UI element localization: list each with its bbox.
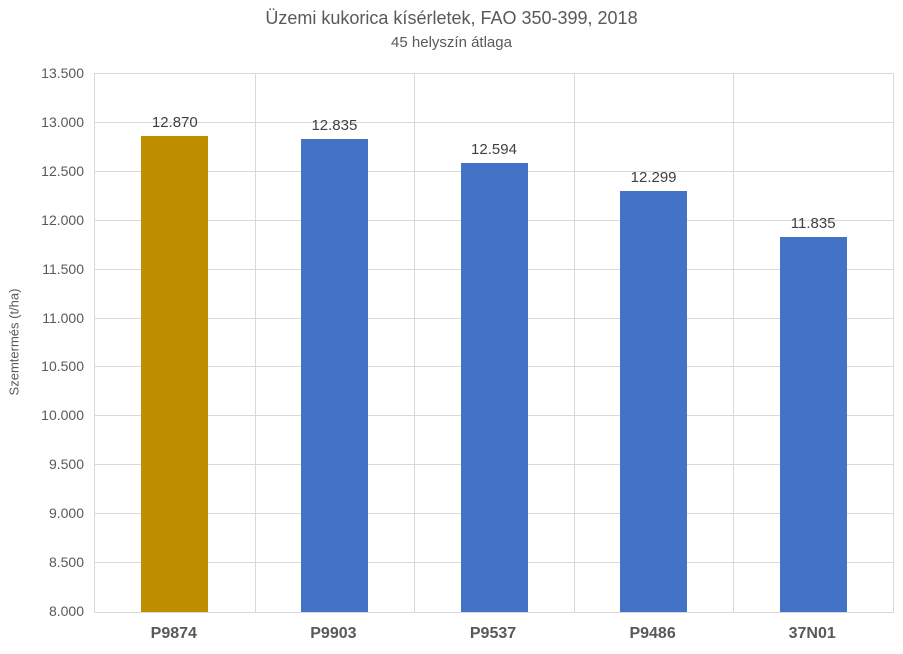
bar-37N01 bbox=[779, 236, 847, 612]
gridline-vertical bbox=[573, 74, 575, 612]
x-category-label-P9486: P9486 bbox=[629, 625, 676, 642]
y-tick-label: 8.500 bbox=[48, 554, 84, 571]
y-tick-label: 13.500 bbox=[41, 65, 84, 81]
y-tick-label: 10.000 bbox=[41, 407, 84, 424]
x-category-label-P9903: P9903 bbox=[310, 625, 357, 642]
data-label-P9486: 12.299 bbox=[630, 169, 677, 187]
plot-area: 12.870 12.835 12.594 12.299 11.835 bbox=[94, 73, 894, 613]
y-axis-title: Szemtermés (t/ha) bbox=[6, 288, 22, 396]
gridline-vertical bbox=[733, 74, 735, 612]
gridline-horizontal bbox=[95, 121, 893, 123]
x-category-label-P9537: P9537 bbox=[469, 625, 517, 642]
bar-P9903 bbox=[300, 139, 368, 612]
y-tick-label: 9.500 bbox=[48, 456, 84, 473]
y-tick-label: 10.500 bbox=[41, 358, 84, 375]
data-label-P9903: 12.835 bbox=[311, 117, 358, 135]
data-label-P9874: 12.870 bbox=[151, 113, 198, 131]
data-label-P9537: 12.594 bbox=[471, 140, 517, 158]
y-tick-label: 8.000 bbox=[48, 603, 84, 619]
gridline-vertical bbox=[254, 74, 256, 612]
chart-title: Üzemi kukorica kísérletek, FAO 350-399, … bbox=[265, 8, 638, 28]
gridline-vertical bbox=[414, 74, 416, 612]
x-category-label-P9874: P9874 bbox=[150, 625, 197, 642]
y-tick-label: 9.000 bbox=[48, 505, 84, 522]
bar-P9874 bbox=[141, 135, 209, 612]
chart-subtitle: 45 helyszín átlaga bbox=[391, 34, 512, 51]
y-tick-label: 13.000 bbox=[41, 113, 84, 130]
bar-P9486 bbox=[620, 191, 688, 612]
data-label-37N01: 11.835 bbox=[790, 214, 836, 232]
y-tick-label: 11.500 bbox=[42, 260, 84, 277]
y-tick-label: 12.000 bbox=[41, 211, 84, 228]
bar-P9537 bbox=[460, 162, 528, 612]
x-category-label-37N01: 37N01 bbox=[788, 625, 836, 642]
y-tick-label: 12.500 bbox=[41, 162, 84, 179]
y-tick-label: 11.000 bbox=[42, 309, 84, 326]
